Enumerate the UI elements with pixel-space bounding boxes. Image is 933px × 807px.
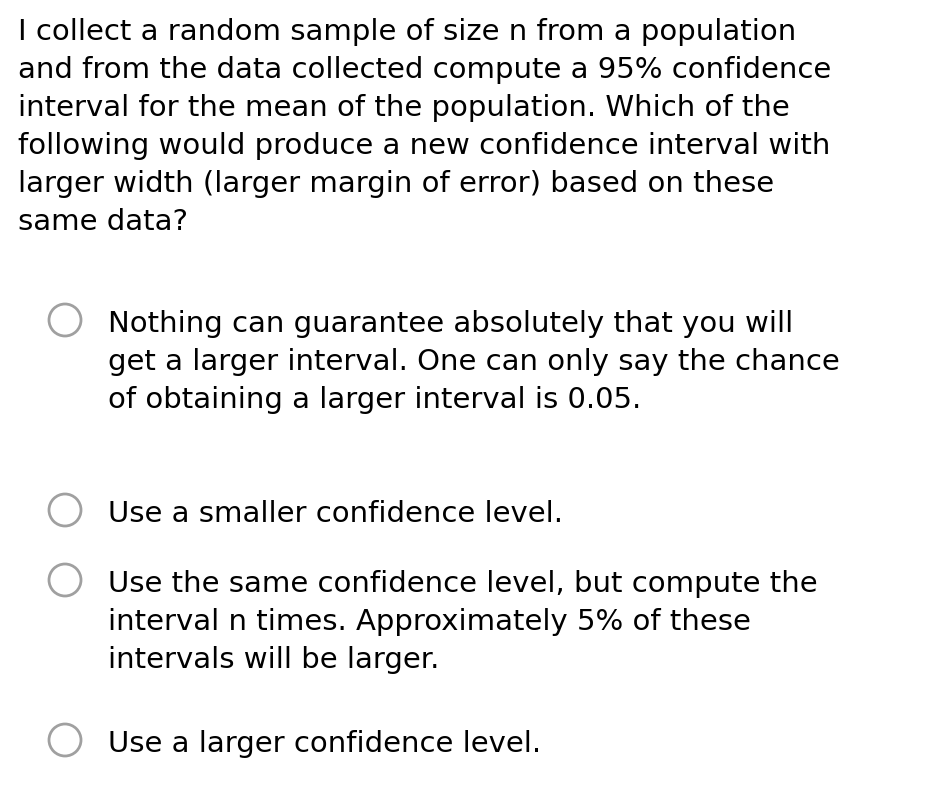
Text: of obtaining a larger interval is 0.05.: of obtaining a larger interval is 0.05. xyxy=(108,386,641,414)
Text: interval for the mean of the population. Which of the: interval for the mean of the population.… xyxy=(18,94,789,122)
Text: same data?: same data? xyxy=(18,208,188,236)
Text: I collect a random sample of size n from a population: I collect a random sample of size n from… xyxy=(18,18,796,46)
Text: get a larger interval. One can only say the chance: get a larger interval. One can only say … xyxy=(108,348,840,376)
Circle shape xyxy=(49,564,81,596)
Text: interval n times. Approximately 5% of these: interval n times. Approximately 5% of th… xyxy=(108,608,751,636)
Text: Use a larger confidence level.: Use a larger confidence level. xyxy=(108,730,541,758)
Text: larger width (larger margin of error) based on these: larger width (larger margin of error) ba… xyxy=(18,170,774,198)
Text: following would produce a new confidence interval with: following would produce a new confidence… xyxy=(18,132,830,160)
Text: intervals will be larger.: intervals will be larger. xyxy=(108,646,439,674)
Text: Use a smaller confidence level.: Use a smaller confidence level. xyxy=(108,500,563,528)
Text: and from the data collected compute a 95% confidence: and from the data collected compute a 95… xyxy=(18,56,831,84)
Circle shape xyxy=(49,494,81,526)
Text: Use the same confidence level, but compute the: Use the same confidence level, but compu… xyxy=(108,570,817,598)
Text: Nothing can guarantee absolutely that you will: Nothing can guarantee absolutely that yo… xyxy=(108,310,793,338)
Circle shape xyxy=(49,724,81,756)
Circle shape xyxy=(49,304,81,336)
